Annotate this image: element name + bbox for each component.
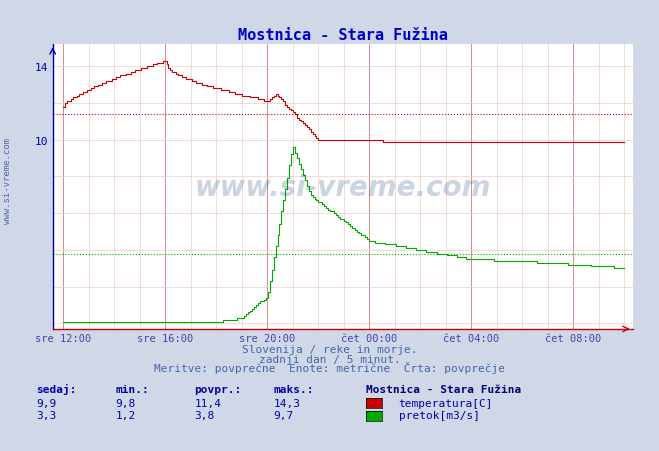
Text: 9,9: 9,9 — [36, 398, 57, 408]
Text: 14,3: 14,3 — [273, 398, 301, 408]
Text: maks.:: maks.: — [273, 384, 314, 394]
Text: www.si-vreme.com: www.si-vreme.com — [194, 173, 491, 201]
Text: povpr.:: povpr.: — [194, 384, 242, 394]
Text: Meritve: povprečne  Enote: metrične  Črta: povprečje: Meritve: povprečne Enote: metrične Črta:… — [154, 362, 505, 373]
Text: 11,4: 11,4 — [194, 398, 221, 408]
Text: 9,7: 9,7 — [273, 410, 294, 420]
Text: 1,2: 1,2 — [115, 410, 136, 420]
Text: 3,8: 3,8 — [194, 410, 215, 420]
Text: www.si-vreme.com: www.si-vreme.com — [3, 138, 13, 223]
Text: 9,8: 9,8 — [115, 398, 136, 408]
Text: pretok[m3/s]: pretok[m3/s] — [399, 410, 480, 420]
Text: sedaj:: sedaj: — [36, 383, 76, 394]
Title: Mostnica - Stara Fužina: Mostnica - Stara Fužina — [238, 28, 447, 42]
Text: Slovenija / reke in morje.: Slovenija / reke in morje. — [242, 344, 417, 354]
Text: 3,3: 3,3 — [36, 410, 57, 420]
Text: zadnji dan / 5 minut.: zadnji dan / 5 minut. — [258, 354, 401, 364]
Text: min.:: min.: — [115, 384, 149, 394]
Text: temperatura[C]: temperatura[C] — [399, 398, 493, 408]
Text: Mostnica - Stara Fužina: Mostnica - Stara Fužina — [366, 384, 521, 394]
